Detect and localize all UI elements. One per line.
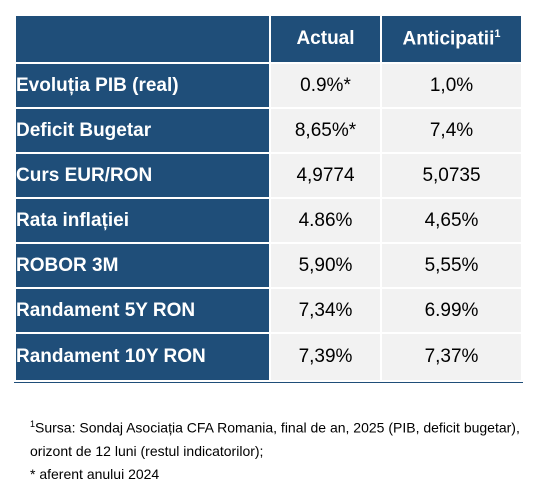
anticipated-value: 7,4%	[382, 109, 523, 154]
table-row: ROBOR 3M 5,90% 5,55%	[14, 244, 523, 289]
anticipated-value: 6.99%	[382, 289, 523, 334]
actual-value: 7,39%	[271, 334, 382, 382]
row-label: Curs EUR/RON	[14, 154, 271, 199]
row-label: Evoluția PIB (real)	[14, 64, 271, 109]
header-anticipated-label: Anticipatii	[402, 28, 495, 50]
actual-value: 8,65%*	[271, 109, 382, 154]
row-label: Randament 10Y RON	[14, 334, 271, 382]
table-header-row: Actual Anticipatii1	[14, 14, 523, 64]
source-note-mark: 1	[30, 419, 36, 429]
table-row: Randament 10Y RON 7,39% 7,37%	[14, 334, 523, 382]
footnotes: 1Sursa: Sondaj Asociația CFA Romania, fi…	[30, 413, 520, 486]
table-row: Deficit Bugetar 8,65%* 7,4%	[14, 109, 523, 154]
table-row: Rata inflației 4.86% 4,65%	[14, 199, 523, 244]
header-actual: Actual	[271, 14, 382, 64]
actual-value: 4.86%	[271, 199, 382, 244]
actual-value: 0.9%*	[271, 64, 382, 109]
table-row: Evoluția PIB (real) 0.9%* 1,0%	[14, 64, 523, 109]
actual-value: 7,34%	[271, 289, 382, 334]
indicators-table-container: Actual Anticipatii1 Evoluția PIB (real) …	[14, 14, 523, 383]
macro-indicators-table: Actual Anticipatii1 Evoluția PIB (real) …	[14, 14, 523, 382]
anticipated-value: 1,0%	[382, 64, 523, 109]
header-anticipated: Anticipatii1	[382, 14, 523, 64]
table-row: Randament 5Y RON 7,34% 6.99%	[14, 289, 523, 334]
asterisk-note: * aferent anului 2024	[30, 465, 160, 482]
anticipated-value: 7,37%	[382, 334, 523, 382]
row-label: ROBOR 3M	[14, 244, 271, 289]
anticipated-value: 5,0735	[382, 154, 523, 199]
anticipated-value: 5,55%	[382, 244, 523, 289]
row-label: Rata inflației	[14, 199, 271, 244]
row-label: Randament 5Y RON	[14, 289, 271, 334]
header-footnote-mark: 1	[494, 27, 501, 40]
row-label: Deficit Bugetar	[14, 109, 271, 154]
table-row: Curs EUR/RON 4,9774 5,0735	[14, 154, 523, 199]
actual-value: 4,9774	[271, 154, 382, 199]
anticipated-value: 4,65%	[382, 199, 523, 244]
header-actual-label: Actual	[296, 28, 355, 49]
source-note: 1Sursa: Sondaj Asociația CFA Romania, fi…	[30, 413, 520, 463]
actual-value: 5,90%	[271, 244, 382, 289]
source-note-text: Sursa: Sondaj Asociația CFA Romania, fin…	[30, 419, 520, 459]
header-empty-cell	[14, 14, 271, 64]
